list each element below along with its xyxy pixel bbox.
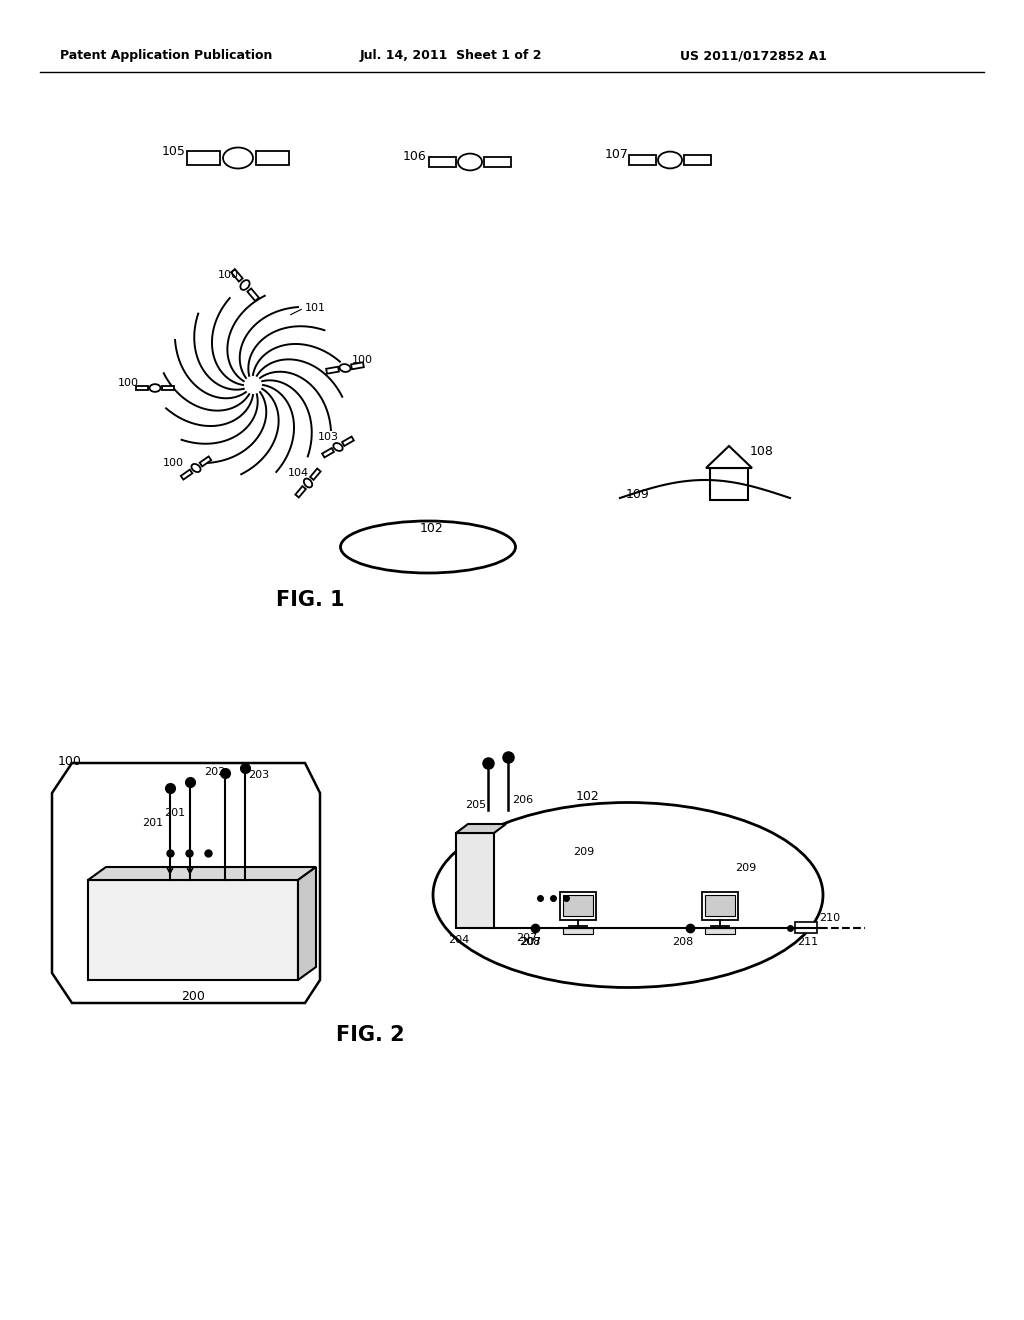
- Text: 102: 102: [420, 521, 443, 535]
- Ellipse shape: [658, 152, 682, 169]
- Polygon shape: [136, 385, 148, 391]
- Ellipse shape: [433, 803, 823, 987]
- Text: 203: 203: [248, 770, 269, 780]
- Polygon shape: [701, 892, 738, 920]
- Polygon shape: [231, 269, 243, 281]
- Polygon shape: [298, 867, 316, 979]
- Polygon shape: [162, 385, 174, 391]
- Ellipse shape: [223, 148, 253, 169]
- Polygon shape: [684, 154, 711, 165]
- Text: 100: 100: [118, 378, 139, 388]
- Text: Jul. 14, 2011  Sheet 1 of 2: Jul. 14, 2011 Sheet 1 of 2: [360, 49, 543, 62]
- Polygon shape: [248, 289, 259, 301]
- Text: 201: 201: [164, 808, 185, 818]
- Polygon shape: [187, 152, 220, 165]
- Ellipse shape: [191, 463, 201, 473]
- Polygon shape: [456, 824, 506, 833]
- Text: 109: 109: [626, 488, 650, 502]
- Text: 108: 108: [750, 445, 774, 458]
- Text: 103: 103: [318, 432, 339, 442]
- Text: 206: 206: [512, 795, 534, 805]
- Text: 201: 201: [142, 818, 163, 828]
- Text: 211: 211: [797, 937, 818, 946]
- Text: 100: 100: [58, 755, 82, 768]
- Text: 208: 208: [519, 937, 541, 946]
- Text: 104: 104: [288, 469, 309, 478]
- Ellipse shape: [334, 444, 343, 451]
- Polygon shape: [323, 447, 334, 458]
- Text: Patent Application Publication: Patent Application Publication: [60, 49, 272, 62]
- Ellipse shape: [241, 280, 250, 290]
- Polygon shape: [706, 895, 735, 916]
- Text: 207: 207: [516, 933, 538, 942]
- Ellipse shape: [458, 153, 482, 170]
- Ellipse shape: [304, 479, 312, 487]
- Text: 209: 209: [573, 847, 594, 857]
- Polygon shape: [563, 895, 593, 916]
- Polygon shape: [342, 437, 354, 446]
- Text: 101: 101: [305, 304, 326, 313]
- Polygon shape: [88, 867, 316, 880]
- Polygon shape: [705, 928, 735, 935]
- Polygon shape: [456, 833, 494, 928]
- Polygon shape: [256, 152, 289, 165]
- Polygon shape: [562, 928, 593, 935]
- Polygon shape: [484, 157, 511, 168]
- Polygon shape: [327, 367, 339, 374]
- Text: 209: 209: [735, 863, 757, 873]
- Polygon shape: [706, 446, 752, 469]
- Text: 102: 102: [575, 789, 600, 803]
- Ellipse shape: [150, 384, 161, 392]
- Text: 200: 200: [181, 990, 205, 1003]
- Polygon shape: [629, 154, 655, 165]
- Polygon shape: [351, 362, 364, 370]
- Text: 207: 207: [520, 937, 542, 946]
- Polygon shape: [310, 469, 321, 480]
- Polygon shape: [429, 157, 456, 168]
- Polygon shape: [559, 892, 596, 920]
- Polygon shape: [795, 921, 817, 933]
- Text: 100: 100: [163, 458, 184, 469]
- Text: US 2011/0172852 A1: US 2011/0172852 A1: [680, 49, 826, 62]
- Text: 106: 106: [403, 150, 427, 162]
- Text: FIG. 1: FIG. 1: [275, 590, 344, 610]
- Text: FIG. 2: FIG. 2: [336, 1026, 404, 1045]
- Text: 204: 204: [449, 935, 469, 945]
- Ellipse shape: [341, 521, 515, 573]
- Text: 205: 205: [465, 800, 486, 810]
- Text: 210: 210: [819, 913, 840, 923]
- Polygon shape: [295, 486, 306, 498]
- Polygon shape: [200, 457, 211, 466]
- Text: 100: 100: [352, 355, 373, 366]
- Polygon shape: [710, 469, 748, 500]
- Text: 208: 208: [672, 937, 693, 946]
- Polygon shape: [88, 880, 298, 979]
- Text: 202: 202: [204, 767, 225, 777]
- Ellipse shape: [340, 364, 350, 372]
- Polygon shape: [181, 470, 193, 479]
- Text: 107: 107: [605, 148, 629, 161]
- Text: 100: 100: [218, 271, 239, 280]
- Text: 105: 105: [162, 145, 186, 158]
- Polygon shape: [52, 763, 319, 1003]
